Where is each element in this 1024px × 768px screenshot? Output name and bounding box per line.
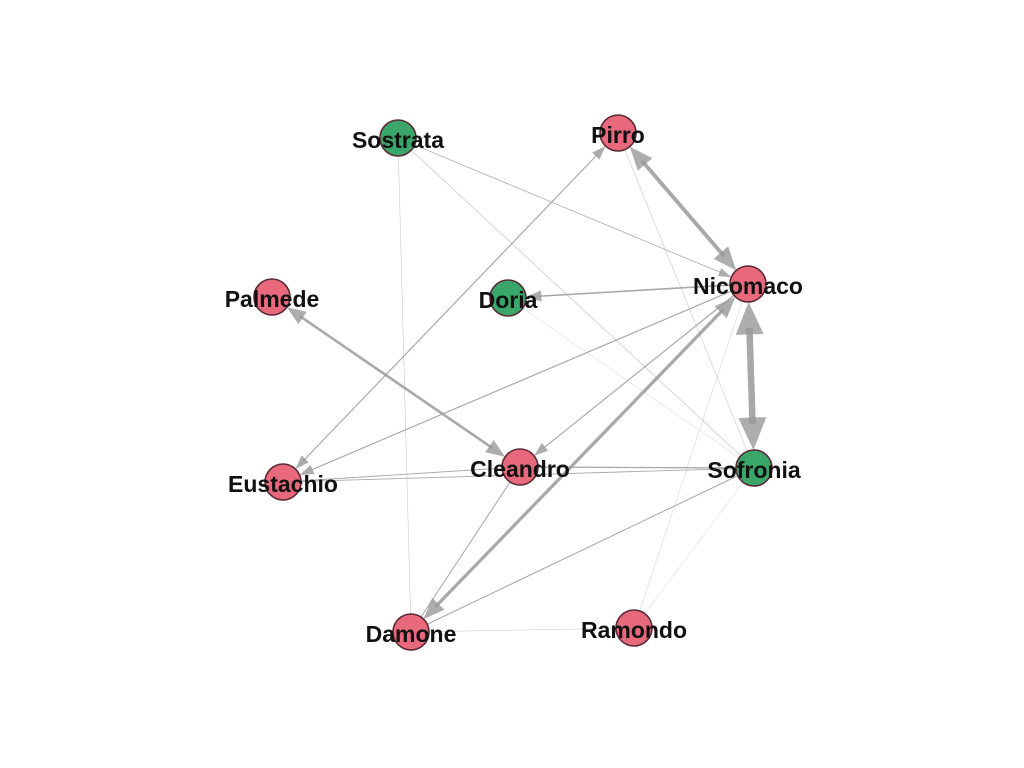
arrowhead	[738, 417, 767, 451]
edge-nicomaco-cleandro	[534, 294, 735, 456]
edge-doria-sofronia	[522, 308, 740, 458]
edge-line	[640, 159, 726, 258]
edge-eustachio-cleandro	[300, 467, 503, 482]
arrowhead	[713, 246, 737, 271]
edge-sostrata-damone	[398, 155, 411, 615]
node-label-palmede: Palmede	[225, 286, 320, 312]
edge-line	[414, 144, 723, 274]
node-label-damone: Damone	[366, 621, 457, 647]
node-label-doria: Doria	[479, 287, 538, 313]
edge-pirro-sofronia	[624, 149, 748, 452]
edge-nicomaco-ramondo	[639, 301, 743, 611]
arrowhead	[629, 146, 653, 171]
edge-nicomaco-pirro	[629, 146, 737, 271]
edge-sostrata-sofronia	[410, 149, 742, 457]
node-label-ramondo: Ramondo	[581, 617, 687, 643]
node-label-sofronia: Sofronia	[707, 457, 800, 483]
edge-sofronia-damone	[427, 475, 738, 625]
edge-eustachio-pirro	[295, 145, 606, 470]
edge-cleandro-sofronia	[537, 466, 737, 469]
arrowhead	[718, 268, 732, 278]
edge-line	[302, 153, 599, 462]
node-label-pirro: Pirro	[591, 122, 645, 148]
edge-cleandro-palmede	[286, 307, 506, 457]
edge-line	[428, 628, 617, 632]
arrowhead	[299, 464, 315, 475]
edge-line	[309, 290, 732, 472]
edge-line	[537, 466, 737, 469]
edge-line	[522, 308, 740, 458]
edge-line	[427, 475, 738, 625]
edge-nicomaco-doria	[525, 284, 731, 302]
edge-line	[298, 314, 494, 450]
node-damone[interactable]	[392, 613, 430, 651]
arrowhead	[423, 597, 445, 620]
node-eustachio[interactable]	[264, 463, 302, 501]
node-ramondo[interactable]	[615, 609, 653, 647]
edge-sostrata-nicomaco	[414, 144, 732, 278]
edges-layer	[286, 144, 767, 632]
edge-damone-ramondo	[428, 628, 617, 632]
edge-line	[410, 149, 742, 457]
edge-line	[420, 481, 511, 618]
edge-line	[538, 284, 731, 298]
node-sofronia[interactable]	[735, 449, 773, 487]
node-doria[interactable]	[489, 279, 527, 317]
edge-line	[542, 294, 735, 450]
edge-line	[644, 482, 744, 614]
edge-nicomaco-damone	[423, 296, 736, 620]
edge-cleandro-damone	[420, 481, 511, 618]
edge-line	[300, 467, 503, 482]
node-label-sostrata: Sostrata	[352, 127, 444, 153]
node-palmede[interactable]	[253, 278, 291, 316]
node-nicomaco[interactable]	[729, 265, 767, 303]
arrowhead	[534, 443, 549, 456]
arrowhead	[735, 301, 764, 335]
node-label-cleandro: Cleandro	[470, 456, 570, 482]
node-pirro[interactable]	[599, 114, 637, 152]
node-cleandro[interactable]	[501, 448, 539, 486]
edge-line	[398, 155, 411, 615]
edge-sofronia-ramondo	[644, 482, 744, 614]
arrowhead	[295, 455, 309, 470]
arrowhead	[286, 307, 307, 325]
labels-layer: Sostrata Pirro Nicomaco Doria Palmede Eustach…	[225, 122, 803, 647]
arrowhead	[592, 145, 606, 160]
edge-line	[639, 301, 743, 611]
nodes-layer	[253, 114, 773, 651]
edge-line	[746, 327, 756, 425]
arrowhead	[525, 290, 542, 302]
node-label-eustachio: Eustachio	[228, 471, 338, 497]
arrowhead	[485, 439, 506, 457]
edge-nicomaco-eustachio	[299, 290, 732, 475]
edge-nicomaco-sofronia	[735, 301, 767, 451]
node-sostrata[interactable]	[379, 119, 417, 157]
node-label-nicomaco: Nicomaco	[693, 273, 803, 299]
edge-line	[624, 149, 748, 452]
arrowhead	[714, 296, 736, 319]
edge-line	[434, 308, 725, 608]
